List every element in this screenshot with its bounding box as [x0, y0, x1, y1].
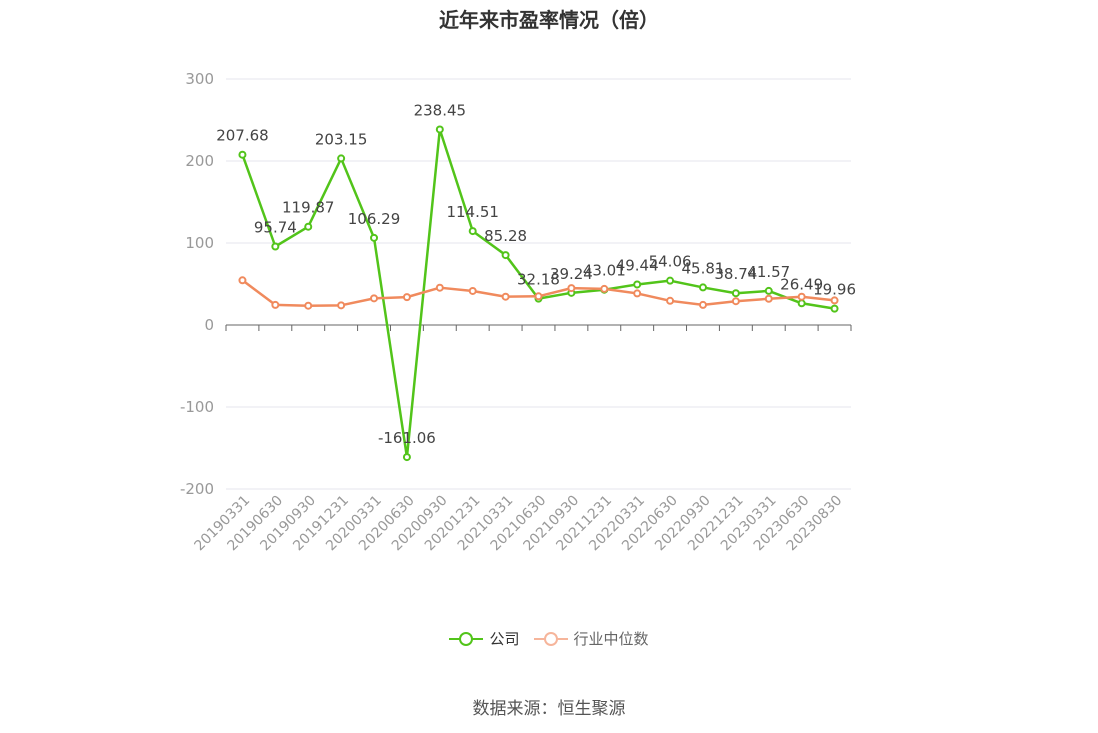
- industry-data-point: [435, 283, 444, 292]
- industry-data-point: [271, 300, 280, 309]
- industry-data-point: [698, 300, 707, 309]
- industry-data-point: [370, 294, 379, 303]
- industry-data-point: [238, 276, 247, 285]
- company-data-label: 39.24: [550, 265, 593, 283]
- legend-label-industry-median: 行业中位数: [573, 630, 649, 648]
- industry-data-point: [304, 301, 313, 310]
- industry-data-point: [501, 292, 510, 301]
- industry-data-point: [402, 293, 411, 302]
- company-data-label: 95.74: [254, 218, 297, 236]
- company-data-label: 43.01: [583, 262, 626, 280]
- industry-data-point: [797, 292, 806, 301]
- y-tick-label: 200: [185, 152, 214, 170]
- company-data-point: [468, 227, 477, 236]
- company-data-point: [402, 453, 411, 462]
- y-tick-label: 100: [185, 234, 214, 252]
- y-tick-label: 0: [204, 316, 214, 334]
- series-layer: [238, 125, 839, 462]
- industry-data-point: [731, 297, 740, 306]
- pe-ratio-line-chart: 3002001000-100-2002019033120190630201909…: [180, 70, 856, 554]
- company-data-label: 106.29: [348, 210, 401, 228]
- industry-data-point: [830, 296, 839, 305]
- industry-data-point: [633, 289, 642, 298]
- company-data-label: 85.28: [484, 227, 527, 245]
- company-data-label: 32.18: [517, 271, 560, 289]
- company-data-point: [731, 289, 740, 298]
- industry-data-point: [567, 284, 576, 293]
- company-data-label: 114.51: [446, 203, 499, 221]
- company-data-point: [830, 304, 839, 313]
- data-source-note: 数据来源：恒生聚源: [472, 699, 626, 719]
- company-data-point: [666, 276, 675, 285]
- legend-item-company[interactable]: 公司: [449, 628, 520, 649]
- industry-data-point: [337, 301, 346, 310]
- company-data-point: [501, 251, 510, 260]
- chart-title: 近年来市盈率情况（倍）: [439, 8, 659, 32]
- company-data-label: 54.06: [649, 253, 692, 271]
- legend-swatch-company-icon: [449, 629, 484, 649]
- company-data-label: 19.96: [813, 281, 856, 299]
- company-data-point: [698, 283, 707, 292]
- company-data-label: -161.06: [378, 429, 436, 447]
- company-data-point: [370, 233, 379, 242]
- company-data-label: 45.81: [681, 259, 724, 277]
- company-data-label: 41.57: [747, 263, 790, 281]
- company-data-label: 49.44: [616, 256, 659, 274]
- company-data-point: [238, 150, 247, 159]
- grid-layer: [226, 78, 851, 490]
- industry-data-point: [468, 286, 477, 295]
- industry-data-point: [534, 292, 543, 301]
- y-tick-label: -200: [180, 480, 214, 498]
- company-data-label: 119.87: [282, 199, 335, 217]
- legend-item-industry-median[interactable]: 行业中位数: [533, 628, 649, 649]
- company-data-point: [764, 286, 773, 295]
- y-tick-label: 300: [185, 70, 214, 88]
- legend: 公司 行业中位数: [0, 628, 1098, 649]
- y-tick-label: -100: [180, 398, 214, 416]
- company-data-point: [633, 280, 642, 289]
- company-data-label: 203.15: [315, 130, 368, 148]
- company-data-point: [797, 299, 806, 308]
- company-data-label: 207.68: [216, 127, 269, 145]
- company-data-label: 38.74: [714, 265, 757, 283]
- company-data-label: 26.49: [780, 275, 823, 293]
- company-data-point: [337, 154, 346, 163]
- company-data-label: 238.45: [414, 101, 467, 119]
- industry-data-point: [666, 296, 675, 305]
- axis-layer: 3002001000-100-2002019033120190630201909…: [180, 70, 852, 554]
- industry-data-point: [764, 294, 773, 303]
- industry-data-point: [600, 284, 609, 293]
- company-data-point: [271, 242, 280, 251]
- company-data-point: [304, 222, 313, 231]
- legend-swatch-industry-icon: [533, 629, 568, 649]
- legend-label-company: 公司: [489, 630, 520, 648]
- company-data-point: [435, 125, 444, 134]
